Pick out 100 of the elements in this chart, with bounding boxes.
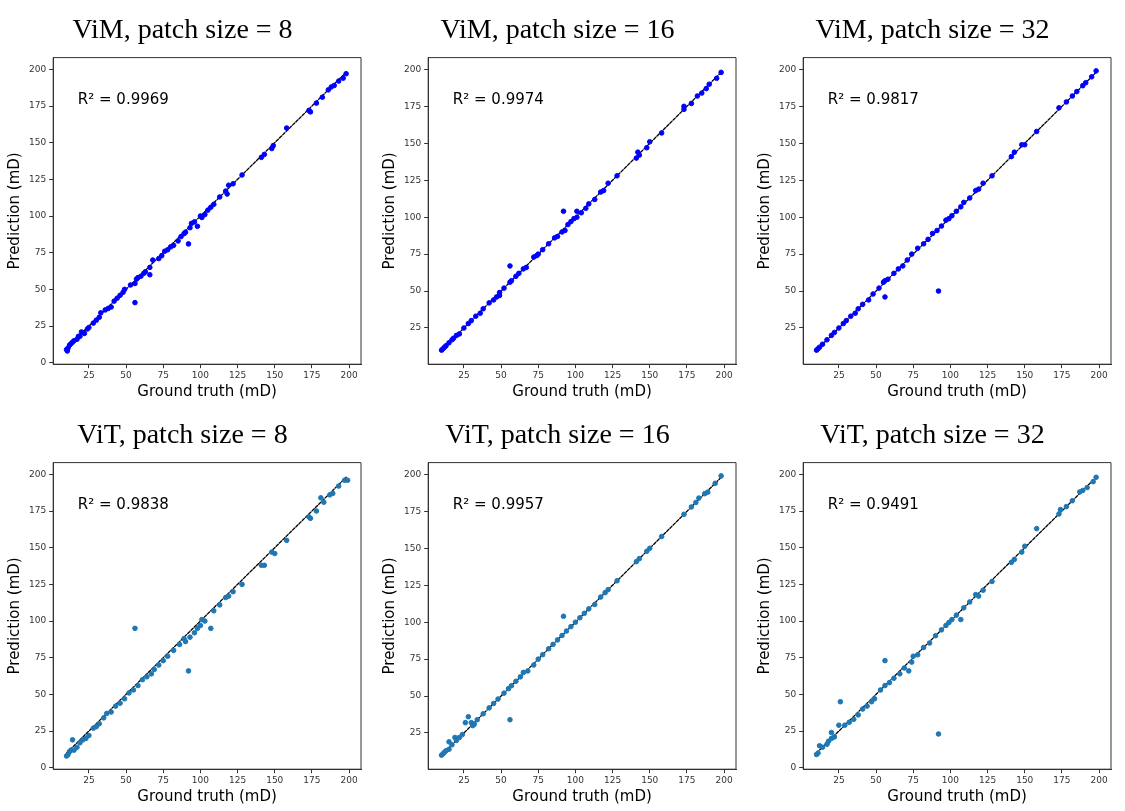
x-tick-label: 200 <box>715 369 733 380</box>
x-tick-label: 150 <box>641 369 659 380</box>
chart-title: ViM, patch size = 32 <box>815 13 1050 45</box>
x-axis-title: Ground truth (mD) <box>137 381 277 400</box>
y-tick-label: 100 <box>778 211 797 222</box>
x-tick-label: 25 <box>83 774 95 785</box>
y-tick-label: 0 <box>790 762 797 773</box>
y-tick-label: 200 <box>403 468 422 479</box>
x-axis-title: Ground truth (mD) <box>512 381 652 400</box>
y-tick-label: 75 <box>409 248 422 259</box>
x-tick-label: 125 <box>228 369 247 380</box>
x-tick-label: 125 <box>603 369 622 380</box>
y-tick-label: 200 <box>28 468 47 479</box>
x-tick-label: 50 <box>495 369 508 380</box>
x-tick-label: 200 <box>340 774 358 785</box>
y-tick-label: 25 <box>409 727 422 738</box>
y-tick-label: 125 <box>778 578 797 589</box>
chart-title: ViM, patch size = 16 <box>440 13 675 45</box>
y-tick-label: 75 <box>409 653 422 664</box>
x-tick-label: 50 <box>870 774 883 785</box>
y-tick-label: 125 <box>403 174 422 185</box>
x-tick-label: 175 <box>1053 774 1071 785</box>
y-tick-label: 100 <box>28 615 47 626</box>
x-tick-label: 25 <box>83 369 95 380</box>
y-tick-label: 125 <box>403 579 422 590</box>
y-tick-label: 100 <box>778 615 797 626</box>
x-tick-label: 150 <box>1016 774 1034 785</box>
x-tick-label: 125 <box>228 774 247 785</box>
x-tick-label: 50 <box>120 774 133 785</box>
y-tick-label: 200 <box>778 63 797 74</box>
y-tick-label: 75 <box>784 652 797 663</box>
y-tick-label: 50 <box>34 688 47 699</box>
y-tick-label: 100 <box>403 616 422 627</box>
x-tick-label: 75 <box>157 774 169 785</box>
y-tick-label: 50 <box>784 688 797 699</box>
y-tick-label: 175 <box>28 505 47 516</box>
y-tick-label: 200 <box>778 468 797 479</box>
x-tick-label: 150 <box>641 774 659 785</box>
x-tick-label: 175 <box>1053 369 1071 380</box>
y-axis-title: Prediction (mD) <box>379 152 398 270</box>
x-axis-title: Ground truth (mD) <box>512 786 652 805</box>
x-axis-title: Ground truth (mD) <box>887 381 1027 400</box>
annotation: R² = 0.9817 <box>827 90 919 109</box>
x-tick-label: 200 <box>1090 774 1108 785</box>
y-tick-label: 175 <box>403 505 422 516</box>
y-tick-label: 25 <box>784 322 797 333</box>
chart-title: ViM, patch size = 8 <box>72 13 293 45</box>
y-tick-label: 125 <box>28 173 47 184</box>
x-tick-label: 175 <box>678 369 696 380</box>
y-tick-label: 150 <box>403 542 422 553</box>
y-tick-label: 0 <box>40 762 47 773</box>
x-tick-label: 100 <box>191 774 210 785</box>
y-tick-label: 100 <box>403 211 422 222</box>
y-tick-label: 125 <box>28 578 47 589</box>
annotation: R² = 0.9957 <box>452 495 544 514</box>
y-tick-label: 150 <box>28 542 47 553</box>
y-tick-label: 175 <box>778 505 797 516</box>
x-tick-label: 150 <box>266 774 284 785</box>
y-tick-label: 175 <box>403 100 422 111</box>
y-tick-label: 75 <box>34 247 47 258</box>
y-axis-title: Prediction (mD) <box>379 557 398 675</box>
annotation: R² = 0.9491 <box>827 495 919 514</box>
x-tick-label: 100 <box>566 774 585 785</box>
y-tick-label: 200 <box>403 63 422 74</box>
annotation: R² = 0.9969 <box>77 90 169 109</box>
x-tick-label: 200 <box>340 369 358 380</box>
x-tick-label: 100 <box>941 369 960 380</box>
x-tick-label: 100 <box>941 774 960 785</box>
x-tick-label: 150 <box>1016 369 1034 380</box>
y-tick-label: 75 <box>784 248 797 259</box>
chart-title: ViT, patch size = 16 <box>445 418 670 450</box>
x-tick-label: 75 <box>907 774 919 785</box>
y-tick-label: 25 <box>409 322 422 333</box>
y-tick-label: 100 <box>28 210 47 221</box>
y-tick-label: 50 <box>784 285 797 296</box>
x-tick-label: 50 <box>120 369 133 380</box>
y-tick-label: 75 <box>34 652 47 663</box>
x-tick-label: 100 <box>191 369 210 380</box>
annotation: R² = 0.9974 <box>452 90 544 109</box>
x-tick-label: 200 <box>1090 369 1108 380</box>
x-tick-label: 150 <box>266 369 284 380</box>
y-tick-label: 200 <box>28 63 47 74</box>
y-axis-title: Prediction (mD) <box>4 557 23 675</box>
x-tick-label: 75 <box>532 369 544 380</box>
y-tick-label: 50 <box>409 285 422 296</box>
x-tick-label: 25 <box>458 774 470 785</box>
y-axis-title: Prediction (mD) <box>4 152 23 270</box>
x-tick-label: 125 <box>603 774 622 785</box>
x-tick-label: 50 <box>495 774 508 785</box>
y-tick-label: 125 <box>778 174 797 185</box>
x-tick-label: 200 <box>715 774 733 785</box>
x-tick-label: 125 <box>978 369 997 380</box>
y-tick-label: 150 <box>403 137 422 148</box>
x-tick-label: 175 <box>678 774 696 785</box>
y-tick-label: 25 <box>784 725 797 736</box>
x-tick-label: 75 <box>532 774 544 785</box>
y-tick-label: 0 <box>40 357 47 368</box>
y-tick-label: 150 <box>778 137 797 148</box>
y-tick-label: 50 <box>409 690 422 701</box>
y-axis-title: Prediction (mD) <box>754 557 773 675</box>
